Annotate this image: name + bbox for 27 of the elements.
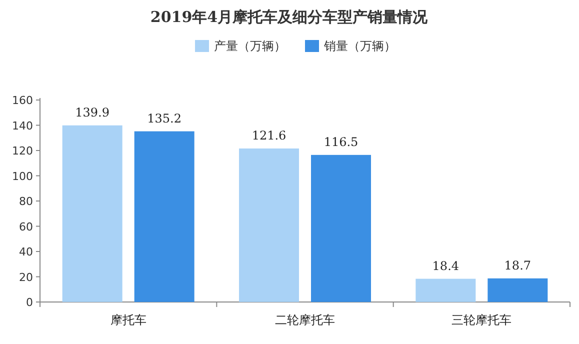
data-label: 18.4 [432,258,460,273]
chart-title: 2019年4月摩托车及细分车型产销量情况 [150,8,429,26]
y-tick-label: 0 [26,296,33,309]
x-tick-label: 三轮摩托车 [452,313,512,327]
bar [239,148,299,302]
y-tick-label: 100 [12,170,33,183]
legend-label: 产量（万辆） [214,39,286,53]
x-tick-label: 摩托车 [110,313,146,327]
data-label: 18.7 [504,258,532,272]
legend-label: 销量（万辆） [323,39,396,53]
data-label: 121.6 [252,128,286,142]
y-tick-label: 160 [12,94,33,107]
x-tick-label: 二轮摩托车 [275,313,335,327]
bar [62,125,122,302]
y-tick-label: 40 [19,246,33,258]
data-label: 116.5 [324,134,358,149]
y-tick-label: 20 [19,270,33,284]
bar [416,278,476,302]
y-tick-label: 120 [12,144,33,158]
y-tick-label: 60 [19,220,33,234]
bar [311,154,371,302]
data-label: 135.2 [147,111,182,126]
y-tick-label: 140 [12,119,33,132]
y-tick-label: 80 [19,195,33,208]
data-label: 139.9 [75,105,110,120]
bar [134,131,194,302]
bar [488,278,548,302]
